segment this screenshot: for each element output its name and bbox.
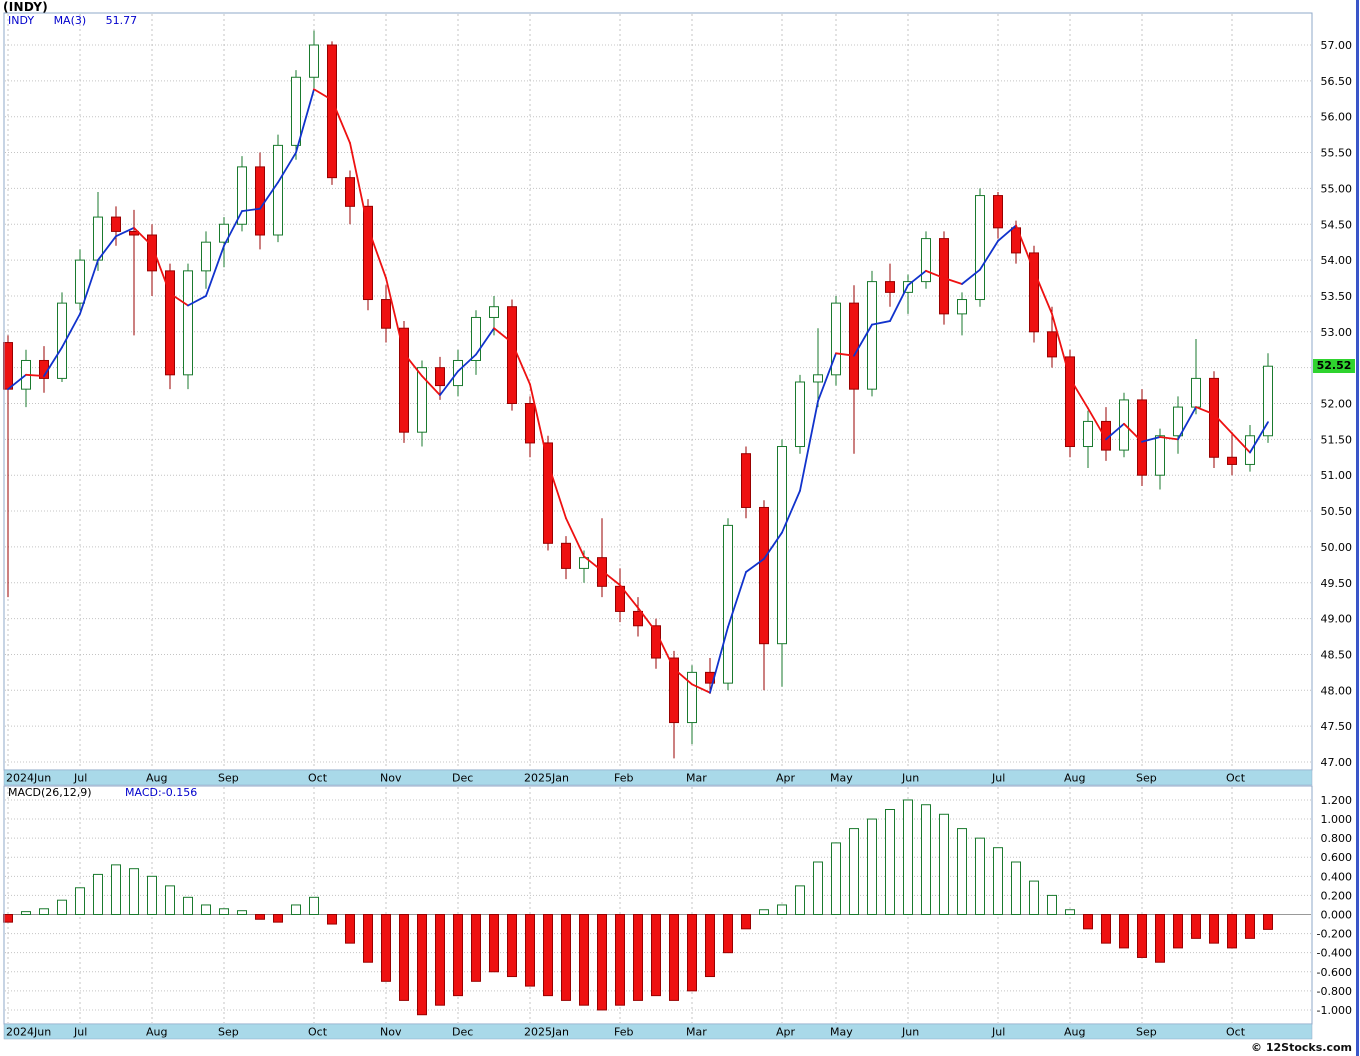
svg-text:Sep: Sep: [1136, 772, 1157, 785]
svg-text:53.00: 53.00: [1321, 326, 1353, 339]
macd-legend: MACD(26,12,9) MACD:-0.156: [8, 786, 197, 799]
panel-frames: [3, 12, 1313, 1025]
svg-text:Aug: Aug: [146, 1026, 167, 1039]
svg-text:Aug: Aug: [1064, 772, 1085, 785]
svg-text:55.50: 55.50: [1321, 147, 1353, 160]
svg-text:2025Jan: 2025Jan: [524, 1026, 569, 1039]
svg-text:May: May: [830, 1026, 853, 1039]
svg-text:0.000: 0.000: [1321, 909, 1353, 922]
svg-text:Sep: Sep: [218, 772, 239, 785]
svg-text:0.200: 0.200: [1321, 889, 1353, 902]
svg-text:0.600: 0.600: [1321, 851, 1353, 864]
right-edge-line: [1356, 0, 1359, 1056]
svg-text:50.50: 50.50: [1321, 505, 1353, 518]
legend-ma-value: 51.77: [105, 14, 138, 27]
svg-text:49.00: 49.00: [1321, 613, 1353, 626]
svg-text:Dec: Dec: [452, 772, 473, 785]
svg-text:Nov: Nov: [380, 1026, 402, 1039]
svg-text:0.400: 0.400: [1321, 870, 1353, 883]
legend-symbol: INDY: [8, 14, 35, 27]
svg-text:1.200: 1.200: [1321, 794, 1353, 807]
svg-text:Jul: Jul: [991, 1026, 1005, 1039]
svg-text:54.50: 54.50: [1321, 218, 1353, 231]
svg-text:Oct: Oct: [308, 772, 328, 785]
svg-text:Jul: Jul: [73, 1026, 87, 1039]
macd-value-label: MACD:-0.156: [125, 786, 198, 799]
svg-text:May: May: [830, 772, 853, 785]
svg-text:2025Jan: 2025Jan: [524, 772, 569, 785]
svg-text:Aug: Aug: [1064, 1026, 1085, 1039]
svg-text:Apr: Apr: [776, 1026, 796, 1039]
svg-text:Dec: Dec: [452, 1026, 473, 1039]
svg-text:47.00: 47.00: [1321, 756, 1353, 769]
svg-text:Feb: Feb: [614, 772, 633, 785]
svg-text:Oct: Oct: [1226, 772, 1246, 785]
svg-text:Jun: Jun: [901, 1026, 919, 1039]
svg-text:51.50: 51.50: [1321, 433, 1353, 446]
last-price-tag: 52.52: [1313, 359, 1355, 374]
svg-text:-1.000: -1.000: [1317, 1004, 1352, 1017]
price-axis-labels: 57.00 56.50 56.00 55.50 55.00 54.50 54.00 53.50…: [1321, 39, 1353, 769]
svg-text:57.00: 57.00: [1321, 39, 1353, 52]
svg-text:53.50: 53.50: [1321, 290, 1353, 303]
candles: [3, 30, 1273, 759]
price-legend: INDY MA(3) 51.77: [8, 14, 153, 27]
month-grid: [7, 14, 1233, 1023]
svg-text:Oct: Oct: [308, 1026, 328, 1039]
svg-text:48.50: 48.50: [1321, 648, 1353, 661]
svg-text:Oct: Oct: [1226, 1026, 1246, 1039]
ticker-title: (INDY): [3, 0, 49, 14]
legend-ma-label: MA(3): [53, 14, 87, 27]
svg-text:-0.800: -0.800: [1317, 985, 1352, 998]
svg-text:1.000: 1.000: [1321, 813, 1353, 826]
svg-text:56.50: 56.50: [1321, 75, 1353, 88]
macd-settings-label: MACD(26,12,9): [8, 786, 92, 799]
month-band-bottom: 2024Jun Jul Aug Sep Oct Nov Dec 2025Jan Feb Mar Ap…: [3, 1023, 1313, 1040]
svg-text:2024Jun: 2024Jun: [6, 772, 51, 785]
svg-text:52.00: 52.00: [1321, 398, 1353, 411]
svg-text:Jul: Jul: [73, 772, 87, 785]
svg-text:Aug: Aug: [146, 772, 167, 785]
svg-text:Jun: Jun: [901, 772, 919, 785]
svg-text:Sep: Sep: [1136, 1026, 1157, 1039]
svg-text:Apr: Apr: [776, 772, 796, 785]
svg-text:Nov: Nov: [380, 772, 402, 785]
svg-text:47.50: 47.50: [1321, 720, 1353, 733]
svg-text:-0.600: -0.600: [1317, 966, 1352, 979]
svg-text:0.800: 0.800: [1321, 832, 1353, 845]
copyright: © 12Stocks.com: [1251, 1041, 1352, 1054]
svg-text:56.00: 56.00: [1321, 111, 1353, 124]
svg-text:Sep: Sep: [218, 1026, 239, 1039]
month-band-mid: 2024Jun Jul Aug Sep Oct Nov Dec 2025Jan Feb Mar Ap…: [3, 769, 1313, 786]
svg-text:48.00: 48.00: [1321, 684, 1353, 697]
svg-text:54.00: 54.00: [1321, 254, 1353, 267]
svg-text:Feb: Feb: [614, 1026, 633, 1039]
svg-text:Mar: Mar: [686, 1026, 707, 1039]
svg-text:49.50: 49.50: [1321, 577, 1353, 590]
svg-text:Jul: Jul: [991, 772, 1005, 785]
svg-text:50.00: 50.00: [1321, 541, 1353, 554]
macd-axis-labels: 1.200 1.000 0.800 0.600 0.400 0.200 0.000 -0.20…: [1317, 794, 1352, 1017]
macd-histogram: [3, 799, 1273, 1016]
svg-text:Mar: Mar: [686, 772, 707, 785]
svg-text:-0.200: -0.200: [1317, 928, 1352, 941]
svg-text:51.00: 51.00: [1321, 469, 1353, 482]
svg-text:2024Jun: 2024Jun: [6, 1026, 51, 1039]
svg-text:-0.400: -0.400: [1317, 947, 1352, 960]
svg-text:55.00: 55.00: [1321, 182, 1353, 195]
ma-line: [7, 88, 1269, 694]
